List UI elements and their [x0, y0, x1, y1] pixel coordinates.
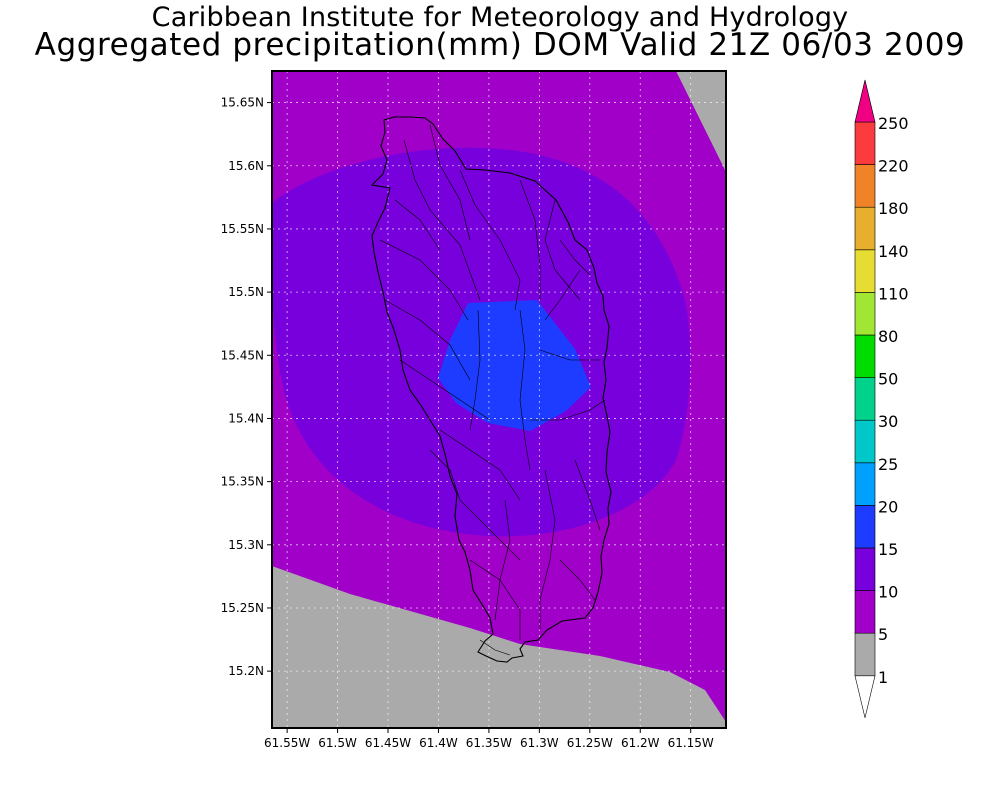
y-tick-label: 15.25N [221, 601, 264, 615]
y-tick-label: 15.65N [221, 96, 264, 110]
y-tick-label: 15.2N [228, 664, 264, 678]
y-tick-label: 15.4N [228, 411, 264, 425]
colorbar-swatch [854, 419, 876, 464]
colorbar-swatch [854, 632, 876, 677]
colorbar-level-label: 80 [878, 327, 898, 346]
colorbar-swatch [854, 547, 876, 591]
x-tick-label: 61.15W [668, 736, 714, 750]
y-tick-label: 15.5N [228, 285, 264, 299]
colorbar-level-label: 1 [878, 668, 888, 687]
institute-title: Caribbean Institute for Meteorology and … [151, 2, 849, 33]
colorbar-swatch [854, 590, 876, 634]
colorbar-level-label: 50 [878, 370, 898, 389]
x-tick-label: 61.35W [466, 736, 512, 750]
colorbar-level-label: 25 [878, 455, 898, 474]
colorbar-swatch [854, 292, 876, 336]
colorbar-level-label: 250 [878, 114, 909, 133]
colorbar-swatch [854, 249, 876, 293]
colorbar-swatch [854, 206, 876, 251]
colorbar-under-triangle [854, 675, 876, 718]
colorbar-level-label: 20 [878, 497, 898, 516]
colorbar-swatch [854, 164, 876, 208]
colorbar-over-triangle [854, 79, 876, 123]
precip-15-20-area [438, 300, 591, 431]
y-tick-label: 15.55N [221, 222, 264, 236]
watershed-boundaries [379, 124, 606, 656]
y-tick-label: 15.3N [228, 538, 264, 552]
colorbar-swatch [854, 505, 876, 549]
colorbar-swatch [854, 377, 876, 421]
longitude-axis: 61.55W 61.5W 61.45W 61.4W 61.35W 61.3W 61.25W 6… [264, 728, 714, 750]
grid-lines [272, 71, 726, 728]
y-tick-label: 15.6N [228, 159, 264, 173]
latitude-axis: 15.65N 15.6N 15.55N 15.5N 15.45N 15.4N 15.35N 1… [221, 96, 272, 678]
x-tick-label: 61.2W [621, 736, 660, 750]
colorbar-swatch [854, 462, 876, 506]
colorbar-swatch [854, 121, 876, 165]
precip-1-5-area-south [272, 566, 726, 728]
colorbar-level-label: 15 [878, 540, 898, 559]
x-tick-label: 61.4W [419, 736, 458, 750]
colorbar-swatch [854, 334, 876, 378]
dominica-outline [370, 116, 612, 663]
x-tick-label: 61.5W [318, 736, 357, 750]
colorbar-level-label: 10 [878, 583, 898, 602]
x-tick-label: 61.25W [567, 736, 613, 750]
y-tick-label: 15.35N [221, 475, 264, 489]
colorbar-level-label: 220 [878, 157, 909, 176]
colorbar-level-label: 5 [878, 625, 888, 644]
map-frame [271, 70, 727, 729]
dominica-coastline [370, 116, 612, 663]
colorbar-level-label: 30 [878, 412, 898, 431]
colorbar-level-label: 180 [878, 199, 909, 218]
map-title: Aggregated precipitation(mm) DOM Valid 2… [34, 27, 966, 63]
colorbar-level-label: 110 [878, 284, 909, 303]
precipitation-field [272, 71, 726, 728]
colorbar-level-label: 140 [878, 242, 909, 261]
y-tick-label: 15.45N [221, 348, 264, 362]
x-tick-label: 61.3W [520, 736, 559, 750]
x-tick-label: 61.45W [365, 736, 411, 750]
x-tick-label: 61.55W [264, 736, 310, 750]
precip-1-5-area-northeast [676, 71, 726, 172]
